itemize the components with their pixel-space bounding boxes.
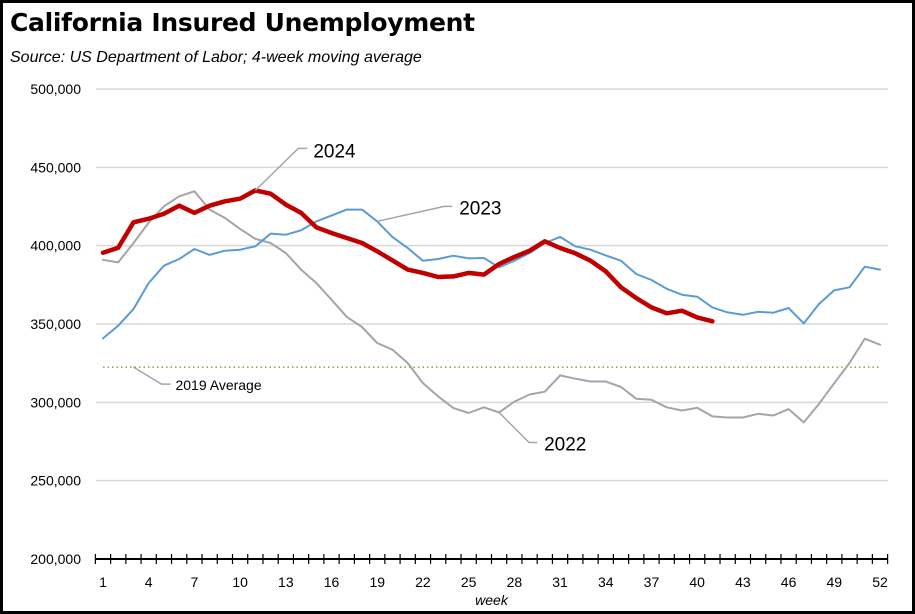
x-tick-label: 7 (191, 574, 199, 590)
x-tick-label: 34 (598, 574, 614, 590)
series-labels: 2019 Average 2022 2023 2024 (133, 141, 586, 456)
x-tick-label: 28 (507, 574, 523, 590)
series-label-2023: 2023 (459, 198, 501, 219)
x-tick-label: 22 (415, 574, 431, 590)
y-tick-label: 400,000 (30, 238, 81, 254)
series-label-2024: 2024 (313, 141, 356, 162)
label-2019-average: 2019 Average (175, 377, 261, 393)
series-line-2022 (102, 190, 881, 424)
y-tick-label: 500,000 (30, 81, 81, 97)
y-tick-label: 450,000 (30, 159, 81, 175)
x-tick-label: 1 (99, 574, 107, 590)
x-tick-label: 4 (145, 574, 153, 590)
leader-line-2019-average (133, 366, 171, 385)
x-tick-label: 25 (461, 574, 477, 590)
series-line-2024 (100, 188, 715, 324)
y-tick-label: 250,000 (30, 473, 81, 489)
x-tick-label: 19 (369, 574, 385, 590)
x-tick-label: 52 (872, 574, 888, 590)
x-tick-label: 37 (644, 574, 660, 590)
leader-line-2023 (377, 205, 453, 223)
y-tick-label: 350,000 (30, 316, 81, 332)
x-tick-label: 40 (689, 574, 705, 590)
x-tick-label: 13 (278, 574, 294, 590)
x-tick-label: 49 (827, 574, 843, 590)
x-axis-tick-labels: 1 4 7 10 13 16 19 22 25 28 31 34 37 40 43 46 49 52 (99, 574, 888, 590)
x-tick-label: 16 (324, 574, 340, 590)
y-tick-label: 200,000 (30, 551, 81, 567)
x-tick-label: 31 (552, 574, 568, 590)
leader-line-2024 (254, 147, 308, 191)
series-line-2023 (102, 208, 881, 340)
y-tick-label: 300,000 (30, 394, 81, 410)
leader-line-2022 (498, 411, 538, 444)
x-axis-label: week (475, 592, 509, 608)
chart-title: California Insured Unemployment (10, 8, 475, 37)
x-axis (94, 554, 889, 564)
chart-subtitle: Source: US Department of Labor; 4-week m… (10, 49, 422, 66)
y-axis-tick-labels: 200,000 250,000 300,000 350,000 400,000 450,0… (30, 81, 81, 567)
x-tick-label: 43 (735, 574, 751, 590)
x-tick-label: 46 (781, 574, 797, 590)
series-lines (100, 188, 881, 424)
series-label-2022: 2022 (544, 435, 586, 456)
x-tick-label: 10 (232, 574, 248, 590)
gridlines (96, 88, 888, 482)
